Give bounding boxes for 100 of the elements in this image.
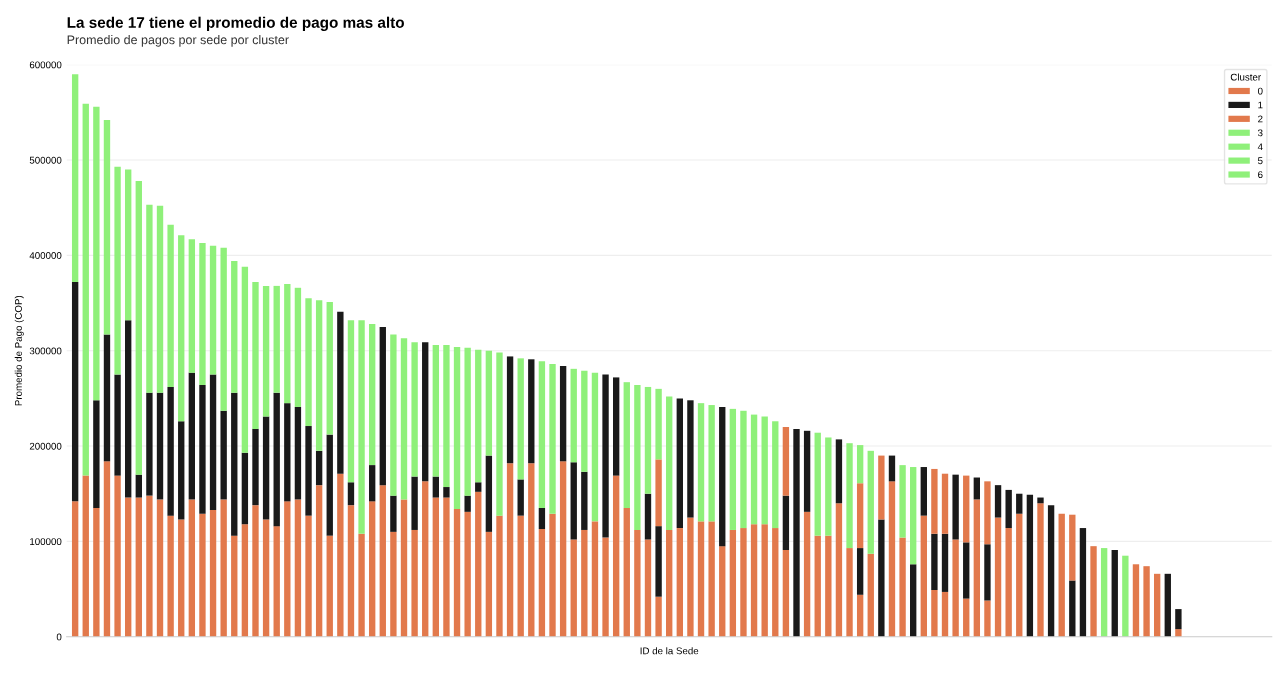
bar <box>856 594 864 637</box>
bar <box>422 481 429 637</box>
bar <box>464 511 471 637</box>
bar <box>347 482 355 506</box>
bar <box>241 266 249 453</box>
legend-label: 2 <box>1258 115 1263 123</box>
bar <box>867 553 874 637</box>
bar <box>973 477 981 500</box>
bar <box>464 495 471 512</box>
bar <box>443 487 450 498</box>
bar <box>178 235 185 422</box>
bar <box>146 495 153 637</box>
bar <box>1153 573 1161 637</box>
bar <box>379 326 386 486</box>
bar <box>506 463 514 637</box>
bar <box>559 461 567 637</box>
bar <box>114 475 121 637</box>
bar <box>602 374 609 538</box>
bar <box>644 539 652 637</box>
bar <box>114 166 121 375</box>
bar <box>793 428 800 637</box>
bar <box>103 334 111 462</box>
bar <box>549 513 556 637</box>
bar <box>517 358 524 480</box>
bar <box>538 361 546 509</box>
bar <box>273 392 280 527</box>
bar <box>231 392 238 536</box>
bar <box>856 483 864 549</box>
x-axis-title: ID de la Sede <box>640 647 699 655</box>
bar <box>220 410 227 500</box>
bar <box>390 531 397 637</box>
bar <box>1143 566 1150 637</box>
bar <box>570 462 577 540</box>
bar <box>634 529 641 637</box>
bar <box>294 287 302 407</box>
bar <box>432 476 440 498</box>
bar <box>390 495 397 532</box>
y-axis-title: Promedio de Pago (COP) <box>14 295 24 406</box>
bar <box>666 529 673 637</box>
legend-label: 0 <box>1257 87 1263 95</box>
bar <box>294 499 302 637</box>
chart-title: La sede 17 tiene el promedio de pago mas alto <box>67 16 404 31</box>
bar <box>188 499 196 637</box>
bar <box>581 471 588 530</box>
bar <box>814 535 821 637</box>
bar <box>1058 513 1065 637</box>
bar <box>432 497 440 637</box>
bar <box>1175 629 1182 637</box>
bar <box>528 463 535 637</box>
bar <box>772 528 779 637</box>
bar <box>984 544 991 601</box>
bar <box>82 475 89 637</box>
bar <box>846 443 853 549</box>
bar <box>878 455 885 520</box>
bar <box>485 350 493 456</box>
bar <box>93 508 100 637</box>
bar <box>612 475 620 637</box>
bar <box>284 403 291 502</box>
bar <box>103 119 111 335</box>
bar <box>729 529 737 637</box>
bar <box>284 283 291 404</box>
bar <box>994 517 1002 637</box>
bar <box>1132 564 1140 637</box>
bar <box>549 364 556 514</box>
bar <box>570 368 577 463</box>
bar <box>517 479 524 516</box>
bar <box>538 508 546 529</box>
bar <box>1005 489 1012 529</box>
bar <box>475 491 482 637</box>
bar <box>464 347 471 496</box>
bar <box>581 529 588 637</box>
bar <box>697 403 705 522</box>
bar <box>750 414 758 525</box>
bar <box>581 370 588 472</box>
bar <box>443 497 450 637</box>
bar <box>570 539 577 637</box>
bar <box>697 521 705 637</box>
bar <box>634 385 641 530</box>
bar <box>496 352 503 516</box>
bar <box>358 533 365 637</box>
bar <box>103 461 111 637</box>
bar <box>835 503 843 637</box>
bar <box>411 342 418 477</box>
bar <box>262 519 270 637</box>
bar <box>411 529 418 637</box>
chart-subtitle: Promedio de pagos por sede por cluster <box>67 35 289 47</box>
bar <box>719 546 726 637</box>
bar <box>262 416 270 520</box>
bar <box>167 386 174 516</box>
bar <box>655 388 662 460</box>
bar <box>1069 580 1076 637</box>
bar <box>422 342 429 482</box>
bar <box>135 497 142 637</box>
bar <box>623 382 630 509</box>
bar <box>666 396 673 530</box>
y-tick-label: 0 <box>56 633 62 641</box>
legend-label: 6 <box>1258 171 1263 179</box>
bar <box>655 596 662 637</box>
bar <box>994 485 1002 518</box>
bar <box>856 548 864 595</box>
